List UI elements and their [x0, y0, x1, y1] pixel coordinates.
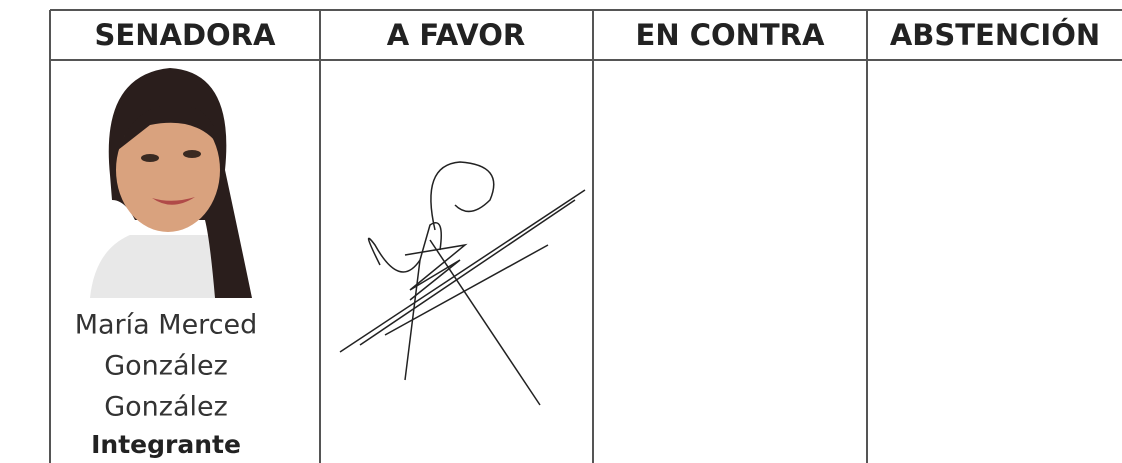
header-cell: ABSTENCIÓN — [890, 18, 1100, 52]
senator-name: González — [104, 351, 228, 382]
senator-photo — [90, 68, 252, 298]
senator-name: María Merced — [75, 310, 258, 341]
header-cell: EN CONTRA — [636, 18, 825, 52]
signature — [339, 161, 586, 406]
senator-name: González — [104, 392, 228, 423]
header-cell: A FAVOR — [387, 18, 525, 52]
header-cell: SENADORA — [95, 18, 276, 52]
senator-role: Integrante — [91, 430, 241, 459]
